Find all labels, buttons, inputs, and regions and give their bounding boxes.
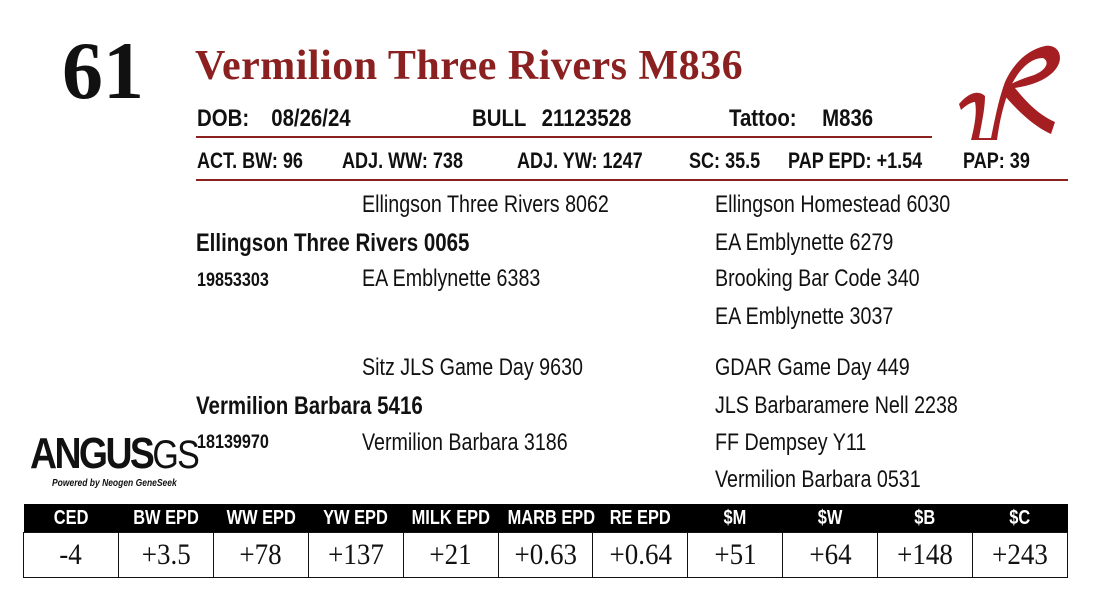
reg-number: 21123528 [541,105,632,132]
sire-dam-dam: EA Emblynette 3037 [715,303,894,330]
sire-sire: Ellingson Three Rivers 8062 [362,191,609,218]
angus-gs-logo: ANGUSGS Powered by Neogen GeneSeek [30,429,228,490]
epd-value: +137 [307,532,404,578]
epd-value: +64 [782,532,879,578]
epd-value: +3.5 [117,532,214,578]
dam-name: Vermilion Barbara 5416 [196,392,423,420]
perf-pap: PAP: 39 [963,148,1030,173]
dam-reg: 18139970 [197,432,269,453]
sire-sire-dam: EA Emblynette 6279 [715,229,894,256]
epd-header: $M [687,504,783,533]
tattoo-label: Tattoo: [729,105,797,132]
dam-dam-dam: Vermilion Barbara 0531 [715,466,921,493]
epd-value: +51 [687,532,784,578]
sire-dam: EA Emblynette 6383 [362,265,541,292]
epd-value: +0.63 [497,532,594,578]
epd-header: $B [877,504,973,533]
tattoo-value: M836 [822,105,874,132]
epd-value-row: -4 +3.5 +78 +137 +21 +0.63 +0.64 +51 +64… [23,532,1068,578]
vr-brand-icon [959,45,1060,140]
epd-header-row: CED BW EPD WW EPD YW EPD MILK EPD MARB E… [23,504,1068,533]
perf-sc: SC: 35.5 [689,148,761,173]
sire-sire-sire: Ellingson Homestead 6030 [715,191,951,218]
epd-header: $W [782,504,878,533]
pedigree-divider [196,179,1068,181]
epd-value: -4 [23,532,119,578]
dam-sire: Sitz JLS Game Day 9630 [362,354,583,381]
epd-header: MARB EPD [498,504,595,533]
dam-sire-dam: JLS Barbaramere Nell 2238 [715,392,958,419]
epd-value: +243 [972,532,1068,578]
perf-adj-ww: ADJ. WW: 738 [342,148,463,173]
epd-table: CED BW EPD WW EPD YW EPD MILK EPD MARB E… [23,504,1068,578]
epd-header: RE EPD [592,504,688,533]
animal-name: Vermilion Three Rivers M836 [195,43,744,89]
angus-logo-suffix: GS [152,433,199,477]
epd-header: YW EPD [308,504,404,533]
epd-header: MILK EPD [403,504,499,533]
perf-act-bw: ACT. BW: 96 [197,148,303,173]
epd-value: +0.64 [592,532,689,578]
dam-sire-sire: GDAR Game Day 449 [715,354,910,381]
perf-pap-epd: PAP EPD: +1.54 [788,148,923,173]
epd-header: CED [23,504,119,533]
angus-logo-main: ANGUS [30,429,155,478]
epd-header: $C [972,504,1068,533]
reg-row: BULL 21123528 [472,104,631,134]
tattoo-row: Tattoo: M836 [729,104,873,134]
epd-value: +21 [402,532,499,578]
epd-header: WW EPD [213,504,309,533]
header-divider [196,136,932,138]
dob-label: DOB: [197,105,250,132]
dam-dam: Vermilion Barbara 3186 [362,429,568,456]
sire-dam-sire: Brooking Bar Code 340 [715,265,920,292]
dob-value: 08/26/24 [271,105,351,132]
angus-logo-tagline: Powered by Neogen GeneSeek [52,478,177,489]
sire-name: Ellingson Three Rivers 0065 [196,229,470,257]
animal-type: BULL [472,105,527,132]
epd-header: BW EPD [118,504,214,533]
id-row: DOB: 08/26/24 [197,104,351,134]
lot-number: 61 [62,25,144,116]
epd-value: +78 [212,532,309,578]
perf-adj-yw: ADJ. YW: 1247 [517,148,643,173]
epd-value: +148 [877,532,974,578]
dam-dam-sire: FF Dempsey Y11 [715,429,867,456]
sire-reg: 19853303 [197,270,269,291]
